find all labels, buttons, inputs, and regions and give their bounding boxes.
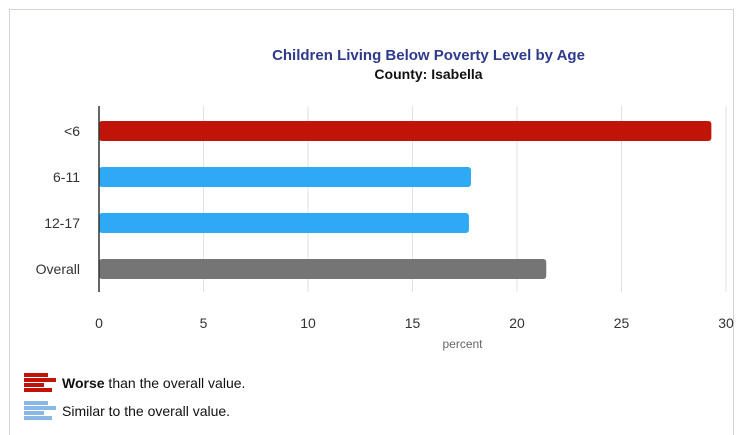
legend-similar: Similar to the overall value.: [24, 400, 230, 422]
legend-worse-bold: Worse: [62, 375, 105, 391]
x-tick-label: 0: [95, 315, 103, 331]
legend-icon-bar: [24, 383, 44, 387]
legend-worse-rest: than the overall value.: [104, 375, 246, 391]
y-category-label: 12-17: [44, 215, 80, 231]
bar-1: [99, 167, 472, 187]
y-category-label: <6: [64, 123, 80, 139]
y-category-label: 6-11: [53, 169, 80, 185]
legend-frame: [9, 354, 734, 435]
legend-icon-bar: [24, 416, 52, 420]
bar-chart: 0 5 10 15 20 25 30 <6 6-11 12-17 Overall percent: [36, 106, 734, 351]
legend-icon-bar: [24, 378, 56, 382]
legend-icon-bar: [24, 388, 52, 392]
legend-icon-bar: [24, 406, 56, 410]
similar-bars-icon: [24, 400, 56, 422]
chart-frame: [9, 9, 734, 354]
x-tick-label: 15: [405, 315, 421, 331]
legend-worse: Worse than the overall value.: [24, 372, 245, 394]
x-axis-label: percent: [442, 337, 483, 351]
bar-2: [99, 213, 469, 233]
x-tick-label: 5: [200, 315, 208, 331]
chart-subtitle: County: Isabella: [374, 66, 483, 82]
legend-similar-label: Similar to the overall value.: [62, 403, 231, 419]
worse-bars-icon: [24, 372, 56, 394]
chart-title: Children Living Below Poverty Level by A…: [272, 47, 585, 64]
legend-icon-bar: [24, 411, 44, 415]
x-tick-label: 30: [718, 315, 734, 331]
legend-icon-bar: [24, 373, 48, 377]
x-tick-label: 25: [614, 315, 630, 331]
x-tick-label: 10: [300, 315, 316, 331]
legend-icon-bar: [24, 401, 48, 405]
bar-0: [99, 121, 712, 141]
x-tick-label: 20: [509, 315, 525, 331]
bar-3: [99, 259, 547, 279]
legend-worse-label: Worse than the overall value.: [62, 375, 245, 391]
y-category-label: Overall: [36, 261, 80, 277]
